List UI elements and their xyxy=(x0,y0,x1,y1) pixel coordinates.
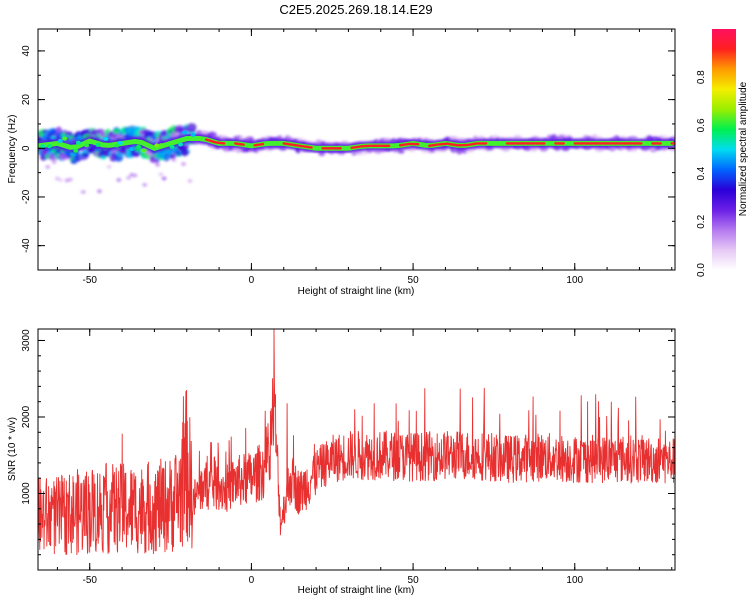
spectrogram-cell xyxy=(57,139,63,144)
spectrogram-cell xyxy=(158,172,164,177)
spectrogram-cell xyxy=(158,143,164,148)
spectrogram-cell xyxy=(116,177,122,182)
spectrogram-cell xyxy=(181,162,187,167)
snr-panel: -50 0 50 100 1000 2000 3000 Height of straight… xyxy=(7,328,676,596)
spectrogram-ridge-segment xyxy=(398,142,410,147)
spectrogram-cell xyxy=(46,144,52,149)
spectrogram-ridge-segment xyxy=(253,142,265,147)
spectrogram-ridge-segment xyxy=(292,143,304,148)
spectrogram-cell xyxy=(103,136,109,141)
spectrogram-cell xyxy=(84,143,90,148)
snr-y-axis-label: SNR (10 * v/v) xyxy=(7,417,18,481)
x-tick-label: 0 xyxy=(249,575,255,586)
spectrogram-ridge-segment xyxy=(350,145,362,149)
snr-plot-area xyxy=(38,329,675,570)
spectrogram-y-axis-label: Frequency (Hz) xyxy=(7,115,18,184)
x-tick-label: 50 xyxy=(408,275,420,286)
colorbar-label: Normalized spectral amplitude xyxy=(738,81,749,216)
spectrogram-cell xyxy=(75,140,81,145)
spectrogram-cell xyxy=(180,149,189,157)
spectrogram-cell xyxy=(51,160,57,165)
spectrogram-ridge-segment xyxy=(466,142,478,147)
x-tick-label: 0 xyxy=(249,275,255,286)
colorbar: 0.0 0.2 0.4 0.6 0.8 Normalized spectral ampl… xyxy=(696,29,749,277)
spectrogram-ridge-core xyxy=(204,138,675,150)
snr-ticks: -50 0 50 100 1000 2000 3000 xyxy=(21,329,675,586)
x-tick-label: -50 xyxy=(83,275,98,286)
colorbar-tick-label: 0.4 xyxy=(696,166,707,180)
y-tick-label: -40 xyxy=(21,238,32,253)
spectrogram-cell xyxy=(96,189,102,194)
spectrogram-cell xyxy=(45,165,51,170)
spectrogram-cell xyxy=(40,144,46,149)
y-tick-label: 40 xyxy=(21,45,32,57)
spectrogram-cell xyxy=(73,148,79,153)
spectrogram-cell xyxy=(95,142,101,147)
colorbar-gradient xyxy=(712,29,736,270)
spectrogram-frame xyxy=(37,28,676,271)
spectrogram-cell xyxy=(117,140,123,145)
spectrogram-cell xyxy=(132,152,140,157)
colorbar-ticks: 0.0 0.2 0.4 0.6 0.8 xyxy=(696,70,707,277)
y-tick-label: 0 xyxy=(21,145,32,151)
spectrogram-ridge-segment xyxy=(428,143,439,148)
spectrogram-x-axis-label: Height of straight line (km) xyxy=(298,286,415,297)
spectrogram-ridge-segment xyxy=(301,145,313,149)
spectrogram-ridge-segment xyxy=(234,142,245,146)
y-tick-label: 3000 xyxy=(21,329,32,352)
y-tick-label: -20 xyxy=(21,189,32,204)
chart-title: C2E5.2025.269.18.14.E29 xyxy=(279,2,432,17)
spectrogram-cell xyxy=(136,144,142,149)
x-tick-label: 100 xyxy=(566,275,583,286)
spectrogram-cell xyxy=(154,143,160,148)
spectrogram-cell xyxy=(141,148,147,153)
spectrogram-cells xyxy=(38,123,675,194)
spectrogram-cell xyxy=(149,158,160,164)
spectrogram-cell xyxy=(80,189,86,194)
x-tick-label: 50 xyxy=(408,575,420,586)
x-tick-label: -50 xyxy=(83,575,98,586)
spectrogram-cell xyxy=(106,164,112,169)
spectrogram-ridge-segment xyxy=(282,142,294,146)
colorbar-tick-label: 0.6 xyxy=(696,118,707,132)
spectrogram-cell xyxy=(132,173,138,178)
spectrogram-ridge-segment xyxy=(204,138,216,144)
colorbar-tick-label: 0.2 xyxy=(696,214,707,228)
spectrogram-cell xyxy=(155,162,161,167)
spectrogram-ridge-segment xyxy=(437,142,449,146)
y-tick-label: 1000 xyxy=(21,482,32,505)
spectrogram-cell xyxy=(126,175,132,180)
x-tick-label: 100 xyxy=(566,575,583,586)
spectrogram-panel: -50 0 50 100 -40 -20 0 20 40 Height of straight … xyxy=(7,28,676,297)
spectrogram-cell xyxy=(129,147,135,152)
spectrogram-cell xyxy=(114,143,120,148)
spectrogram-cell xyxy=(174,149,181,154)
spectrogram-cell xyxy=(182,130,188,135)
y-tick-label: 20 xyxy=(21,94,32,106)
spectrogram-cell xyxy=(161,176,167,181)
spectrogram-cell xyxy=(58,178,64,183)
spectrogram-ridge-segment xyxy=(447,142,459,147)
snr-x-axis-label: Height of straight line (km) xyxy=(298,585,415,596)
spectrogram-cell xyxy=(142,182,148,187)
spectrogram-cell xyxy=(67,177,73,182)
spectrogram-cell xyxy=(169,144,175,149)
spectrogram-cell xyxy=(178,142,184,147)
spectrogram-ridge-segment xyxy=(214,141,226,145)
colorbar-tick-label: 0.8 xyxy=(696,70,707,84)
spectrogram-cell xyxy=(62,136,68,141)
snr-frame xyxy=(37,328,676,571)
snr-series-line xyxy=(38,329,675,556)
y-tick-label: 2000 xyxy=(21,405,32,428)
colorbar-tick-label: 0.0 xyxy=(696,263,707,277)
spectrogram-cell xyxy=(187,178,193,183)
spectrogram-ticks: -50 0 50 100 -40 -20 0 20 40 xyxy=(21,29,675,286)
spectrogram-cell xyxy=(171,157,177,162)
spectrogram-cell xyxy=(190,132,196,137)
spectrogram-cell xyxy=(81,152,90,158)
spectrogram-cell xyxy=(186,123,197,132)
